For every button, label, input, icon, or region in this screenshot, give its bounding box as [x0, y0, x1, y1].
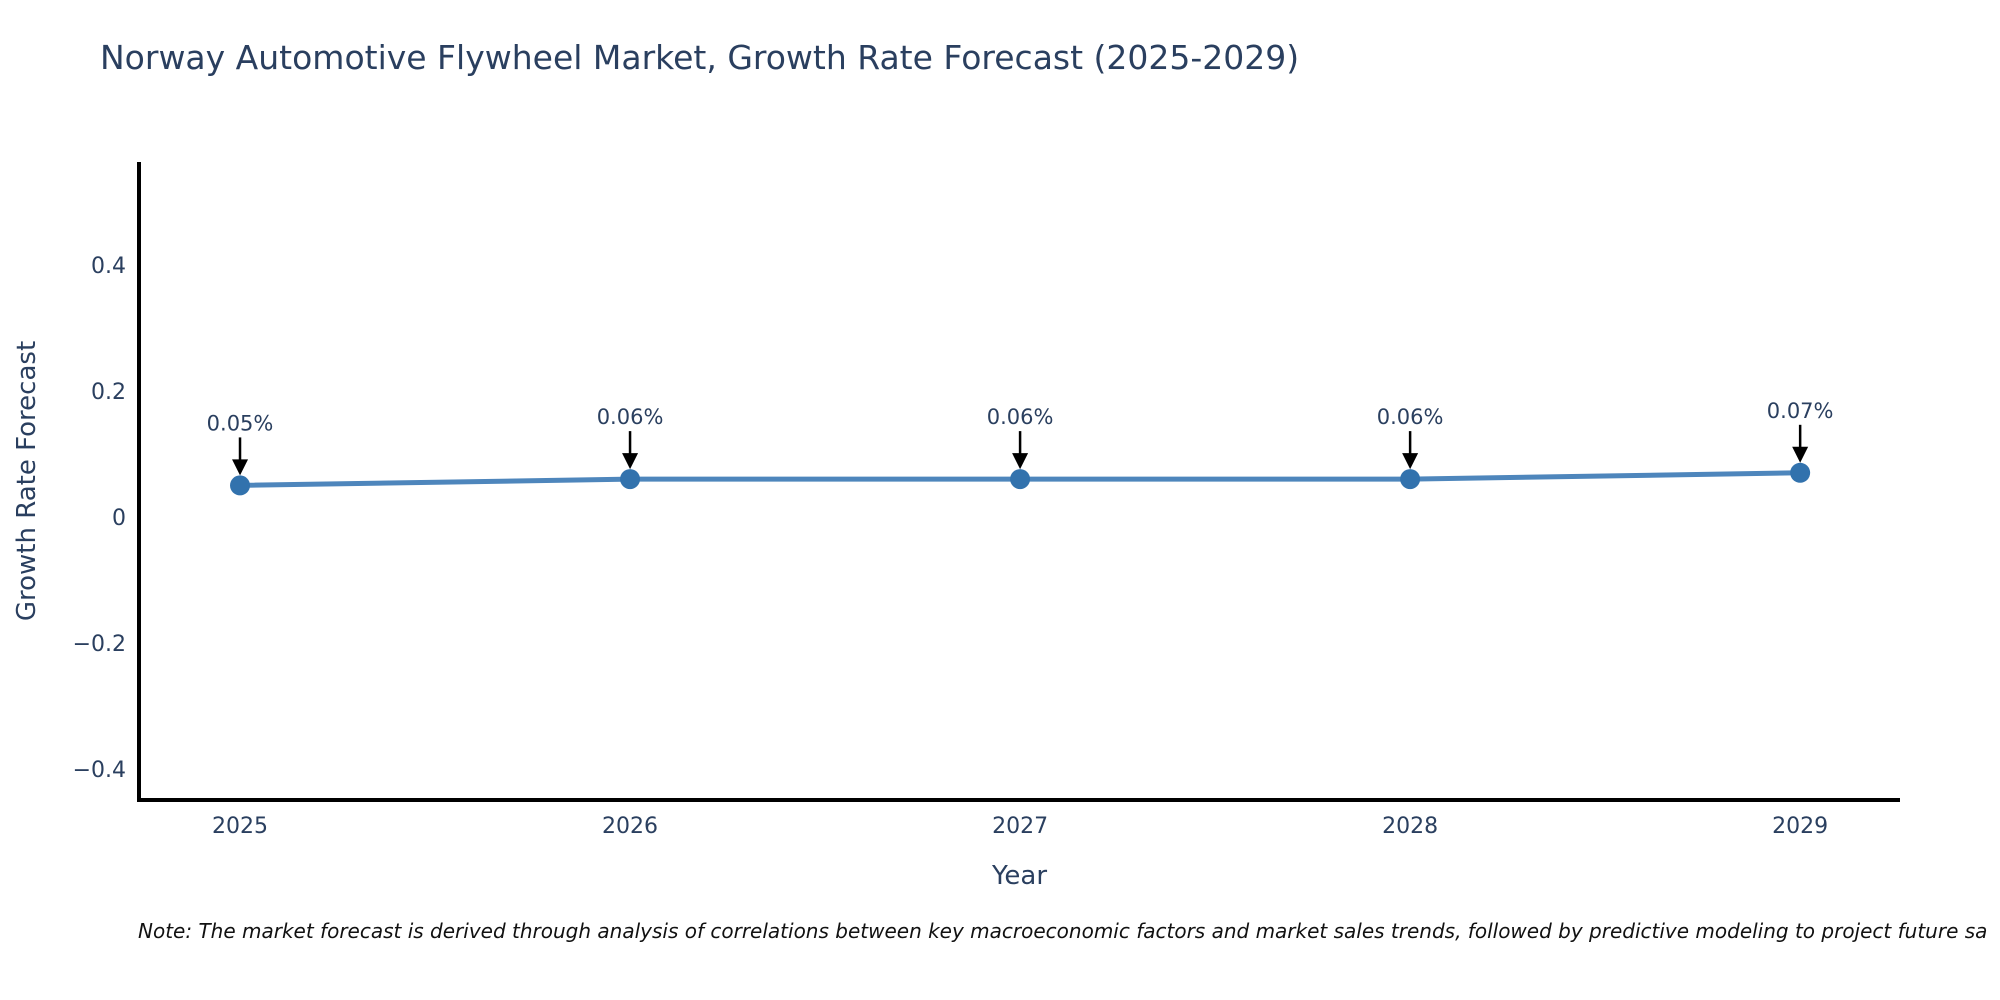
footnote: Note: The market forecast is derived thr… [138, 919, 1988, 943]
y-tick-label: −0.4 [73, 758, 126, 783]
point-annotation-label: 0.07% [1767, 399, 1834, 423]
annotation-arrowhead [1402, 453, 1419, 470]
data-point-marker [1400, 469, 1421, 490]
x-tick-label: 2025 [212, 814, 268, 839]
y-tick-label: 0.2 [91, 380, 126, 405]
point-annotation-label: 0.06% [597, 405, 664, 429]
point-annotation-label: 0.06% [1377, 405, 1444, 429]
annotation-arrowhead [1012, 453, 1029, 470]
annotation-arrowhead [232, 459, 249, 476]
x-tick-label: 2027 [992, 814, 1048, 839]
x-tick-label: 2029 [1772, 814, 1828, 839]
annotation-arrowhead [622, 453, 639, 470]
y-tick-label: −0.2 [73, 632, 126, 657]
data-point-marker [1010, 469, 1031, 490]
x-tick-label: 2028 [1382, 814, 1438, 839]
x-tick-label: 2026 [602, 814, 658, 839]
x-axis-title: Year [991, 861, 1048, 891]
y-axis-title: Growth Rate Forecast [12, 340, 42, 622]
y-tick-label: 0.4 [91, 254, 126, 279]
annotation-arrowhead [1792, 446, 1809, 463]
data-point-marker [1790, 462, 1811, 483]
point-annotation-label: 0.06% [987, 405, 1054, 429]
chart-title: Norway Automotive Flywheel Market, Growt… [100, 38, 1300, 77]
data-point-marker [230, 475, 251, 496]
data-point-marker [620, 469, 641, 490]
point-annotation-label: 0.05% [207, 411, 274, 435]
y-tick-label: 0 [112, 506, 126, 531]
